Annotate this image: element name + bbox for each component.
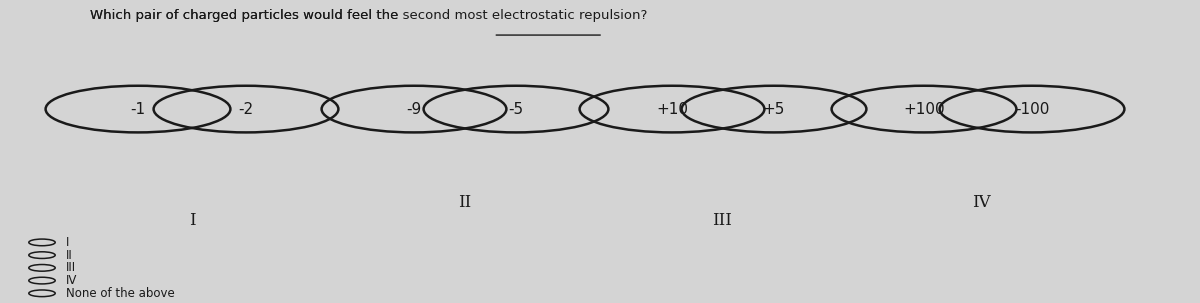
Text: +10: +10 [656,102,688,117]
Text: None of the above: None of the above [66,287,175,300]
Text: I: I [66,236,70,249]
Text: -100: -100 [1015,102,1049,117]
Text: +100: +100 [904,102,944,117]
Text: IV: IV [972,194,991,211]
Text: -9: -9 [407,102,421,117]
Text: II: II [457,194,472,211]
Text: Which pair of charged particles would feel the second most electrostatic repulsi: Which pair of charged particles would fe… [90,9,647,22]
Text: II: II [66,249,73,261]
Text: IV: IV [66,274,77,287]
Text: Which pair of charged particles would feel the: Which pair of charged particles would fe… [90,9,403,22]
Text: III: III [66,261,76,274]
Text: -2: -2 [239,102,253,117]
Text: I: I [188,212,196,229]
Text: -5: -5 [509,102,523,117]
Text: -1: -1 [131,102,145,117]
Text: III: III [713,212,732,229]
Text: +5: +5 [763,102,785,117]
